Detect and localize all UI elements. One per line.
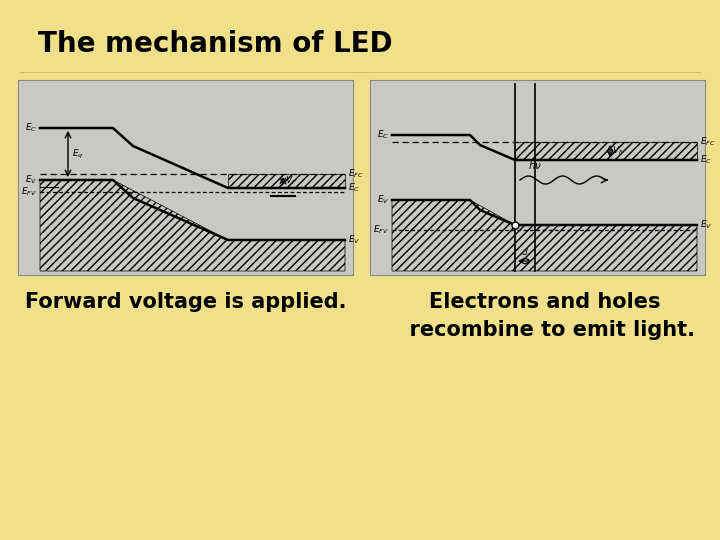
Polygon shape	[392, 200, 697, 271]
Text: $E_V$: $E_V$	[24, 174, 37, 186]
Text: $E_{FC}$: $E_{FC}$	[700, 136, 716, 148]
Text: $E_C$: $E_C$	[348, 182, 360, 194]
Text: $E_{FC}$: $E_{FC}$	[348, 168, 364, 180]
Text: $E_{FV}$: $E_{FV}$	[21, 186, 37, 198]
Text: $E_C$: $E_C$	[377, 129, 389, 141]
Text: $E_C$: $E_C$	[25, 122, 37, 134]
Text: Electrons and holes
  recombine to emit light.: Electrons and holes recombine to emit li…	[395, 292, 695, 340]
Bar	[370, 80, 705, 275]
Text: The mechanism of LED: The mechanism of LED	[38, 30, 392, 58]
Text: $E_V$: $E_V$	[700, 219, 712, 231]
Text: $E_{FV}$: $E_{FV}$	[373, 224, 389, 237]
Polygon shape	[40, 180, 345, 271]
Text: $V_F$: $V_F$	[285, 175, 297, 187]
Text: Forward voltage is applied.: Forward voltage is applied.	[25, 292, 346, 312]
Text: $V_F$: $V_F$	[612, 145, 624, 157]
Polygon shape	[515, 142, 697, 160]
Polygon shape	[228, 174, 345, 188]
Text: $h\nu$: $h\nu$	[528, 159, 542, 171]
Text: $E_C$: $E_C$	[700, 154, 712, 166]
Text: $E_V$: $E_V$	[348, 234, 361, 246]
Text: $d$: $d$	[521, 246, 529, 257]
Bar	[18, 80, 353, 275]
Text: $E_q$: $E_q$	[72, 147, 84, 160]
Text: $E_V$: $E_V$	[377, 194, 389, 206]
